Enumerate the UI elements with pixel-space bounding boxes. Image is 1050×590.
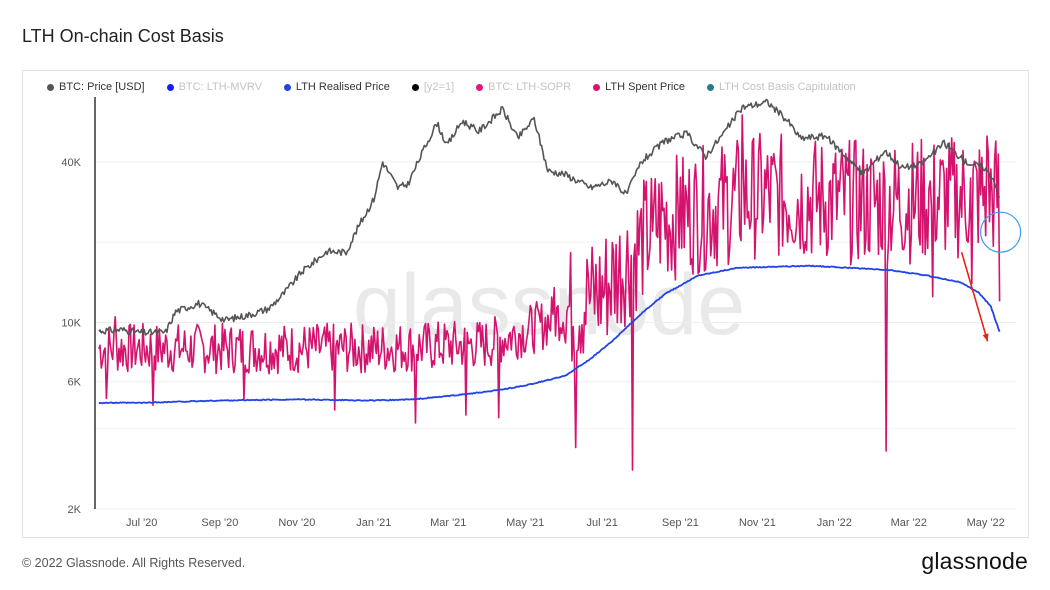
chart-card: BTC: Price [USD] BTC: LTH-MVRV LTH Realise… bbox=[22, 70, 1029, 538]
x-tick-label: Jan '21 bbox=[356, 517, 391, 529]
x-tick-label: Nov '21 bbox=[739, 517, 776, 529]
x-tick-label: Mar '22 bbox=[891, 517, 927, 529]
x-tick-label: Jul '20 bbox=[126, 517, 157, 529]
legend-color-dot-icon bbox=[593, 83, 601, 91]
x-tick-label: May '21 bbox=[506, 517, 544, 529]
chart-plot[interactable]: 2K 6K 10K 40K Jul '20 Sep '20 Nov '20 Jan '21 Ma… bbox=[23, 71, 1028, 537]
x-tick-label: Mar '21 bbox=[430, 517, 466, 529]
legend-color-dot-icon bbox=[476, 83, 484, 91]
lth-realised-price-line bbox=[98, 264, 1001, 405]
legend-label: [y2=1] bbox=[423, 81, 455, 93]
legend-color-dot-icon bbox=[47, 83, 54, 91]
x-tick-label: May '22 bbox=[967, 517, 1005, 529]
legend-item[interactable]: LTH Realised Price bbox=[283, 81, 390, 93]
legend-item[interactable]: LTH Cost Basis Capitulation bbox=[706, 81, 856, 93]
legend-label: LTH Realised Price bbox=[295, 81, 390, 93]
red-arrow-head-icon bbox=[982, 333, 989, 342]
chart-legend: BTC: Price [USD] BTC: LTH-MVRV LTH Realise… bbox=[47, 81, 878, 93]
y-tick-label: 2K bbox=[68, 504, 82, 516]
legend-color-dot-icon bbox=[411, 83, 419, 91]
x-tick-label: Nov '20 bbox=[278, 517, 315, 529]
red-arrow-annotation bbox=[960, 251, 989, 342]
lth-spent-price-line bbox=[98, 114, 1001, 471]
btc-price-line bbox=[98, 98, 1001, 336]
y-tick-label: 40K bbox=[61, 157, 81, 169]
copyright-text: © 2022 Glassnode. All Rights Reserved. bbox=[22, 556, 246, 570]
highlight-circle-annotation bbox=[979, 211, 1022, 253]
legend-item[interactable]: LTH Spent Price bbox=[593, 81, 685, 93]
x-tick-label: Jul '21 bbox=[586, 517, 617, 529]
x-tick-label: Sep '20 bbox=[201, 517, 238, 529]
legend-label: LTH Cost Basis Capitulation bbox=[718, 81, 856, 93]
legend-label: LTH Spent Price bbox=[605, 81, 685, 93]
legend-item[interactable]: BTC: LTH-SOPR bbox=[476, 81, 571, 93]
glassnode-logo[interactable]: glassnode bbox=[921, 548, 1028, 574]
legend-item[interactable]: [y2=1] bbox=[411, 81, 455, 93]
y-tick-label: 6K bbox=[68, 377, 82, 389]
legend-color-dot-icon bbox=[706, 83, 714, 91]
y-tick-label: 10K bbox=[61, 317, 81, 329]
legend-label: BTC: LTH-MVRV bbox=[178, 81, 262, 93]
legend-item[interactable]: BTC: Price [USD] bbox=[47, 81, 145, 93]
legend-item[interactable]: BTC: LTH-MVRV bbox=[166, 81, 262, 93]
legend-label: BTC: Price [USD] bbox=[59, 81, 145, 93]
legend-color-dot-icon bbox=[283, 83, 291, 91]
page-title: LTH On-chain Cost Basis bbox=[22, 26, 224, 46]
legend-color-dot-icon bbox=[166, 83, 174, 91]
x-tick-label: Sep '21 bbox=[662, 517, 699, 529]
legend-label: BTC: LTH-SOPR bbox=[488, 81, 572, 93]
x-tick-label: Jan '22 bbox=[817, 517, 852, 529]
